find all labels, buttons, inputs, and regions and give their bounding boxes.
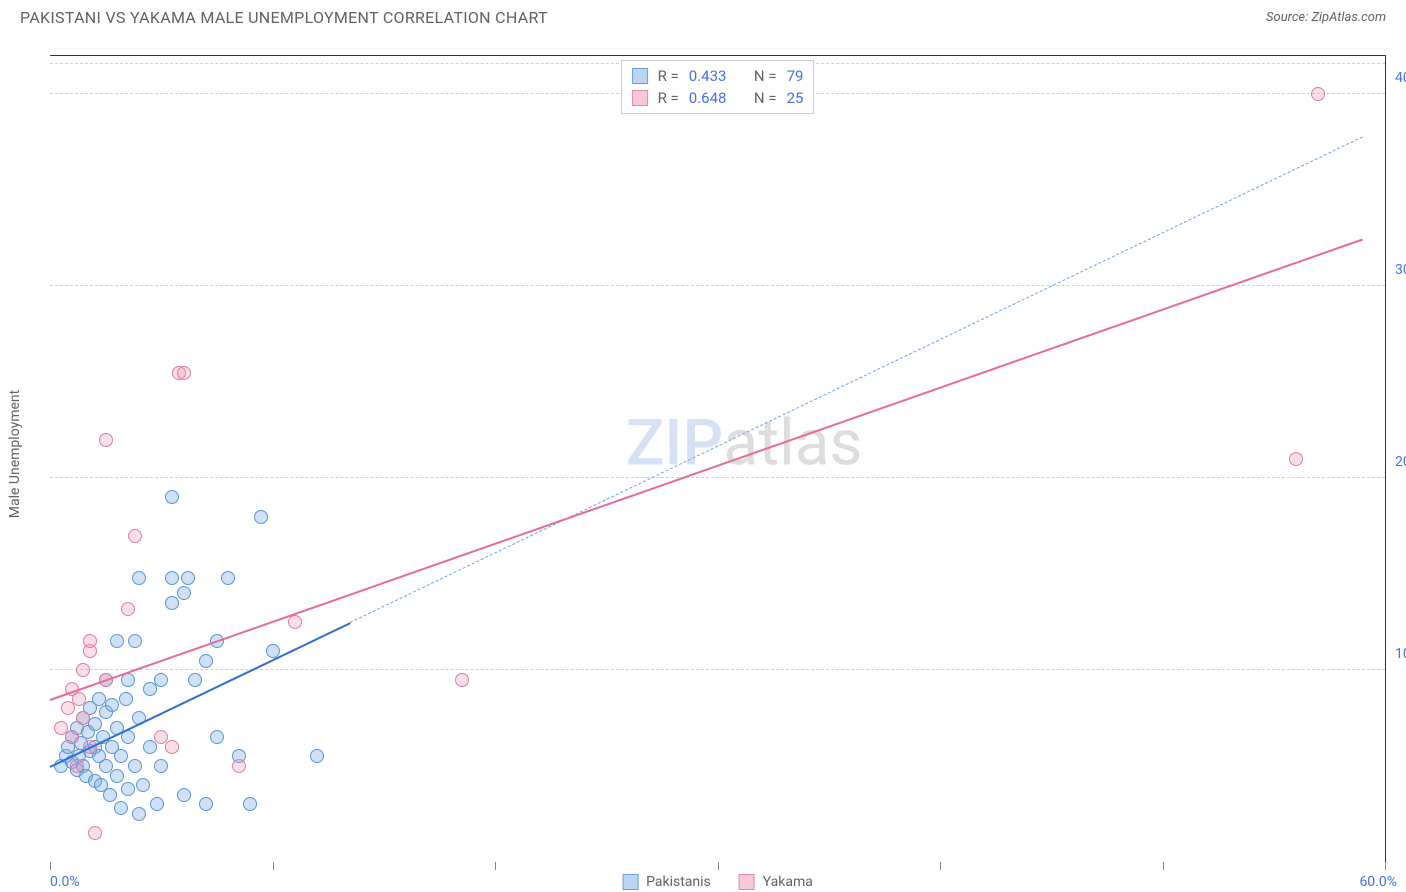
r-label: R = xyxy=(658,89,679,107)
data-point xyxy=(199,654,213,668)
legend-stats-row: R = 0.648 N = 25 xyxy=(632,87,804,109)
r-value: 0.648 xyxy=(689,89,727,107)
x-tick xyxy=(718,862,719,870)
data-point xyxy=(83,634,97,648)
data-point xyxy=(128,529,142,543)
data-point xyxy=(88,826,102,840)
trend-line xyxy=(350,137,1363,623)
data-point xyxy=(310,749,324,763)
source-label: Source: ZipAtlas.com xyxy=(1266,10,1386,25)
grid-line xyxy=(50,285,1385,286)
grid-line xyxy=(50,477,1385,478)
data-point xyxy=(232,759,246,773)
data-point xyxy=(65,730,79,744)
y-axis-label: Male Unemployment xyxy=(7,390,23,518)
data-point xyxy=(143,740,157,754)
data-point xyxy=(165,740,179,754)
data-point xyxy=(103,788,117,802)
source-prefix: Source: xyxy=(1266,10,1311,25)
legend-item: Yakama xyxy=(739,874,813,890)
x-tick xyxy=(273,862,274,870)
data-point xyxy=(455,673,469,687)
x-axis-min-label: 0.0% xyxy=(50,874,80,890)
data-point xyxy=(1311,87,1325,101)
y-tick-label: 40.0% xyxy=(1395,70,1406,86)
n-value: 25 xyxy=(787,89,804,107)
data-point xyxy=(128,759,142,773)
data-point xyxy=(99,433,113,447)
y-tick-label: 30.0% xyxy=(1395,262,1406,278)
data-point xyxy=(221,571,235,585)
data-point xyxy=(243,797,257,811)
watermark-atlas: atlas xyxy=(723,405,862,480)
legend-swatch xyxy=(622,874,638,890)
y-tick-label: 10.0% xyxy=(1395,646,1406,662)
x-axis-max-label: 60.0% xyxy=(1359,874,1397,890)
data-point xyxy=(177,788,191,802)
data-point xyxy=(121,602,135,616)
data-point xyxy=(288,615,302,629)
data-point xyxy=(114,801,128,815)
data-point xyxy=(154,673,168,687)
plot-area: ZIPatlas 10.0%20.0%30.0%40.0% xyxy=(50,56,1385,862)
data-point xyxy=(92,692,106,706)
data-point xyxy=(254,510,268,524)
legend-top: R = 0.433 N = 79 R = 0.648 N = 25 xyxy=(621,60,815,114)
r-label: R = xyxy=(658,67,679,85)
data-point xyxy=(110,634,124,648)
n-label: N = xyxy=(754,67,777,85)
chart-container: ZIPatlas 10.0%20.0%30.0%40.0% R = 0.433 N… xyxy=(50,55,1386,862)
data-point xyxy=(177,366,191,380)
data-point xyxy=(143,682,157,696)
x-tick xyxy=(940,862,941,870)
legend-swatch xyxy=(632,68,648,84)
data-point xyxy=(210,730,224,744)
legend-label: Yakama xyxy=(763,874,813,890)
data-point xyxy=(76,711,90,725)
data-point xyxy=(132,571,146,585)
data-point xyxy=(177,586,191,600)
data-point xyxy=(119,692,133,706)
legend-stats-row: R = 0.433 N = 79 xyxy=(632,65,804,87)
chart-title: PAKISTANI VS YAKAMA MALE UNEMPLOYMENT CO… xyxy=(20,8,548,27)
legend-swatch xyxy=(739,874,755,890)
data-point xyxy=(61,701,75,715)
data-point xyxy=(76,663,90,677)
legend-bottom: Pakistanis Yakama xyxy=(622,874,813,890)
x-tick xyxy=(1163,862,1164,870)
data-point xyxy=(72,692,86,706)
data-point xyxy=(105,698,119,712)
source-name: ZipAtlas.com xyxy=(1311,10,1386,25)
data-point xyxy=(114,749,128,763)
data-point xyxy=(1289,452,1303,466)
data-point xyxy=(199,797,213,811)
data-point xyxy=(165,571,179,585)
data-point xyxy=(70,759,84,773)
r-value: 0.433 xyxy=(689,67,727,85)
legend-swatch xyxy=(632,90,648,106)
x-tick xyxy=(1385,862,1386,870)
legend-label: Pakistanis xyxy=(646,874,711,890)
data-point xyxy=(121,782,135,796)
data-point xyxy=(154,759,168,773)
x-tick xyxy=(495,862,496,870)
trend-line xyxy=(50,238,1363,700)
data-point xyxy=(165,596,179,610)
data-point xyxy=(165,490,179,504)
x-tick xyxy=(50,862,51,870)
n-value: 79 xyxy=(787,67,804,85)
data-point xyxy=(132,807,146,821)
data-point xyxy=(136,778,150,792)
data-point xyxy=(150,797,164,811)
data-point xyxy=(110,769,124,783)
n-label: N = xyxy=(754,89,777,107)
legend-item: Pakistanis xyxy=(622,874,711,890)
watermark: ZIPatlas xyxy=(626,405,863,480)
data-point xyxy=(181,571,195,585)
data-point xyxy=(128,634,142,648)
data-point xyxy=(188,673,202,687)
y-tick-label: 20.0% xyxy=(1395,454,1406,470)
